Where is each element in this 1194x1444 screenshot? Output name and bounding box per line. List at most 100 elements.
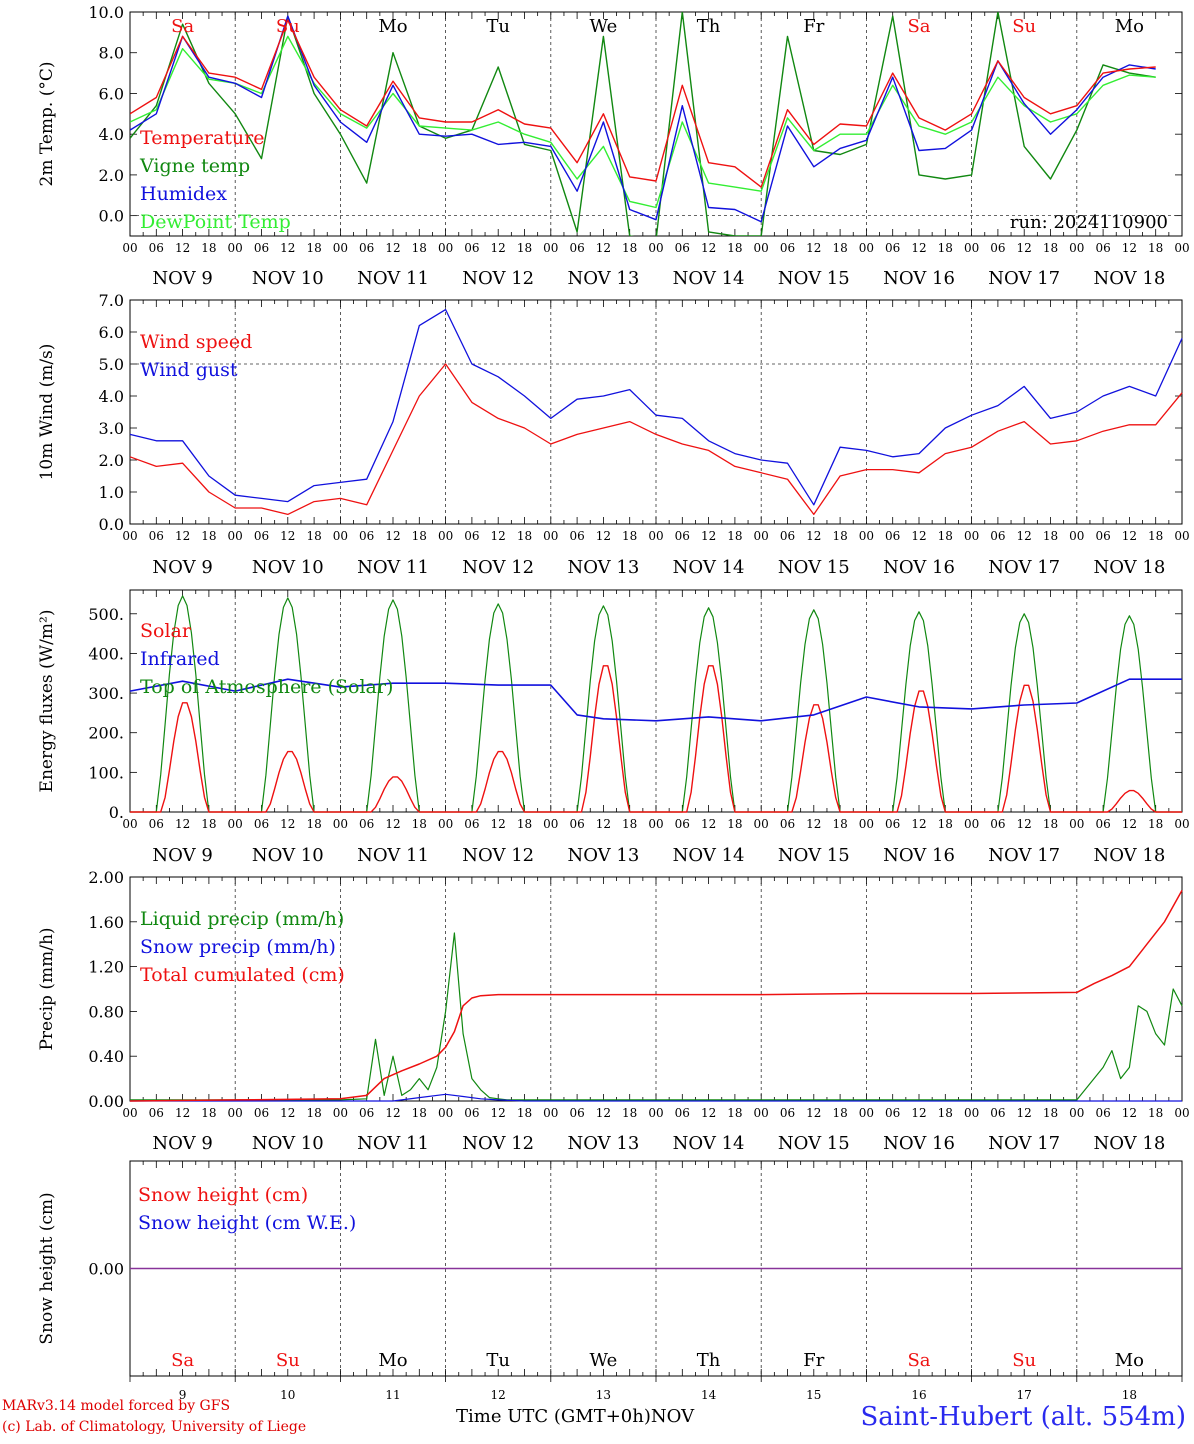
legend-entry: DewPoint Temp [140, 211, 291, 233]
hour-tick-label: 18 [727, 529, 742, 543]
hour-tick-label: 12 [175, 1106, 190, 1120]
hour-tick-label: 06 [675, 241, 690, 255]
date-label: NOV 18 [1093, 845, 1165, 866]
date-label: NOV 14 [673, 557, 745, 578]
hour-tick-label: 00 [964, 817, 979, 831]
hour-tick-label: 12 [385, 1106, 400, 1120]
month-label: NOV [650, 1406, 695, 1427]
hour-tick-label: 18 [306, 241, 321, 255]
date-label: NOV 9 [152, 845, 212, 866]
date-label: NOV 11 [357, 557, 429, 578]
date-label: NOV 9 [152, 268, 212, 289]
hour-tick-label: 06 [990, 241, 1005, 255]
hour-tick-label: 18 [622, 817, 637, 831]
date-label: NOV 9 [152, 557, 212, 578]
series-wind-speed [129, 363, 1183, 516]
hour-tick-label: 00 [648, 529, 663, 543]
weekday-label-top: Sa [171, 16, 194, 37]
weekday-label-bottom: Fr [803, 1350, 824, 1371]
hour-tick-label: 06 [569, 1106, 584, 1120]
hour-tick-label: 18 [517, 817, 532, 831]
hour-tick-label: 12 [596, 1106, 611, 1120]
legend-entry: Snow height (cm W.E.) [138, 1212, 356, 1234]
hour-tick-label: 06 [885, 817, 900, 831]
hour-tick-label: 00 [228, 1106, 243, 1120]
y-tick-label: 200. [88, 724, 124, 743]
date-label: NOV 11 [357, 1133, 429, 1154]
hour-tick-label: 06 [359, 241, 374, 255]
y-tick-label: 4.0 [99, 125, 124, 144]
hour-tick-label: 12 [806, 1106, 821, 1120]
hour-tick-label: 00 [543, 241, 558, 255]
hour-tick-label: 00 [648, 1106, 663, 1120]
hour-tick-label: 18 [938, 241, 953, 255]
hour-tick-label: 06 [675, 817, 690, 831]
series-infrared [129, 678, 1182, 722]
hour-tick-label: 12 [491, 1106, 506, 1120]
hour-tick-label: 18 [1148, 1106, 1163, 1120]
hour-tick-label: 12 [701, 241, 716, 255]
date-label: NOV 15 [778, 845, 850, 866]
hour-tick-label: 00 [964, 1106, 979, 1120]
hour-tick-label: 12 [1122, 241, 1137, 255]
hour-tick-label: 12 [806, 817, 821, 831]
day-number-label: 11 [385, 1388, 400, 1402]
legend-entry: Temperature [140, 127, 264, 149]
hour-tick-label: 06 [990, 529, 1005, 543]
hour-tick-label: 00 [1069, 817, 1084, 831]
hour-tick-label: 12 [1017, 817, 1032, 831]
hour-tick-label: 06 [359, 529, 374, 543]
weekday-label-bottom: Sa [907, 1350, 930, 1371]
weekday-label-bottom: Su [276, 1350, 300, 1371]
date-label: NOV 13 [567, 845, 639, 866]
hour-tick-label: 00 [333, 1106, 348, 1120]
hour-tick-label: 00 [333, 241, 348, 255]
y-axis-label: Precip (mm/h) [37, 927, 57, 1050]
date-label: NOV 13 [567, 268, 639, 289]
panel-frame [129, 11, 1183, 237]
hour-tick-label: 06 [675, 529, 690, 543]
hour-tick-label: 18 [1148, 817, 1163, 831]
date-label: NOV 13 [567, 557, 639, 578]
station-name: Saint-Hubert (alt. 554m) [860, 1402, 1186, 1432]
hour-tick-label: 12 [175, 817, 190, 831]
y-tick-label: 400. [88, 644, 124, 663]
y-tick-label: 300. [88, 684, 124, 703]
date-label: NOV 12 [462, 268, 534, 289]
weekday-label-bottom: Tu [486, 1350, 510, 1371]
hour-tick-label: 18 [517, 1106, 532, 1120]
legend-entry: Total cumulated (cm) [140, 964, 345, 986]
hour-tick-label: 18 [622, 1106, 637, 1120]
hour-tick-label: 06 [1095, 529, 1110, 543]
hour-tick-label: 06 [780, 1106, 795, 1120]
date-label: NOV 11 [357, 845, 429, 866]
y-tick-label: 1.0 [99, 483, 124, 502]
hour-tick-label: 18 [938, 1106, 953, 1120]
hour-tick-label: 18 [412, 1106, 427, 1120]
hour-tick-label: 12 [1122, 1106, 1137, 1120]
weekday-label-top: Mo [1115, 16, 1144, 37]
hour-tick-label: 00 [228, 817, 243, 831]
hour-tick-label: 12 [806, 241, 821, 255]
date-label: NOV 15 [778, 1133, 850, 1154]
hour-tick-label: 12 [1122, 817, 1137, 831]
hour-tick-label: 06 [464, 241, 479, 255]
hour-tick-label: 06 [359, 817, 374, 831]
hour-tick-label: 12 [701, 817, 716, 831]
hour-tick-label: 18 [1043, 817, 1058, 831]
y-tick-label: 5.0 [99, 355, 124, 374]
weekday-label-top: Tu [486, 16, 510, 37]
date-label: NOV 16 [883, 557, 955, 578]
day-number-label: 16 [911, 1388, 926, 1402]
hour-tick-label: 00 [122, 529, 137, 543]
hour-tick-label: 18 [938, 817, 953, 831]
legend-entry: Humidex [140, 183, 227, 205]
hour-tick-label: 12 [596, 241, 611, 255]
hour-tick-label: 18 [412, 241, 427, 255]
hour-tick-label: 06 [1095, 241, 1110, 255]
hour-tick-label: 18 [1043, 1106, 1058, 1120]
hour-tick-label: 00 [648, 241, 663, 255]
weekday-label-top: Sa [907, 16, 930, 37]
